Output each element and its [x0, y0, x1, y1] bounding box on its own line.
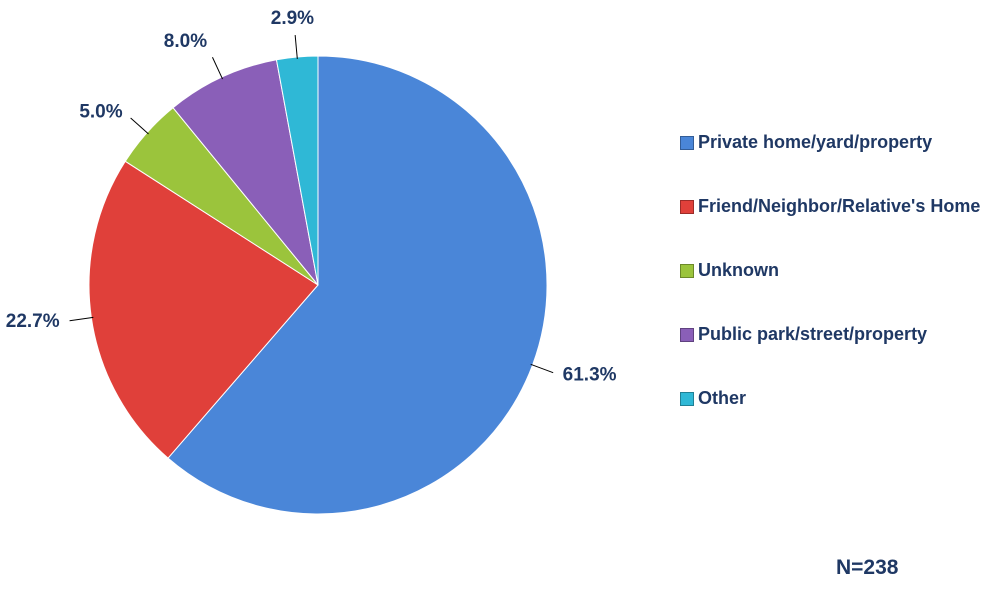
legend-item: Private home/yard/property: [680, 130, 990, 154]
legend-swatch: [680, 328, 694, 342]
legend-label: Unknown: [698, 260, 779, 280]
leader-line: [212, 57, 224, 80]
legend-label: Public park/street/property: [698, 324, 928, 344]
legend-swatch: [680, 200, 694, 214]
legend-label: Private home/yard/property: [698, 132, 933, 152]
legend-item: Other: [680, 386, 990, 410]
data-label: 5.0%: [79, 102, 122, 123]
data-label: 61.3%: [563, 365, 617, 386]
legend-swatch: [680, 136, 694, 150]
legend-label: Other: [698, 388, 747, 408]
legend-swatch: [680, 264, 694, 278]
data-label: 8.0%: [164, 31, 207, 52]
legend-swatch: [680, 392, 694, 406]
legend: Private home/yard/property Friend/Neighbo…: [680, 130, 990, 410]
legend-item: Public park/street/property: [680, 322, 990, 346]
leader-line: [130, 117, 149, 135]
data-label: 2.9%: [271, 8, 314, 29]
legend-label: Friend/Neighbor/Relative's Home: [698, 196, 981, 216]
annotation: N=238: [836, 556, 899, 579]
leader-line: [294, 34, 298, 59]
data-label: 22.7%: [6, 311, 60, 332]
legend-item: Unknown: [680, 258, 990, 282]
leader-line: [69, 316, 94, 322]
legend-item: Friend/Neighbor/Relative's Home: [680, 194, 990, 218]
leader-line: [530, 363, 554, 374]
